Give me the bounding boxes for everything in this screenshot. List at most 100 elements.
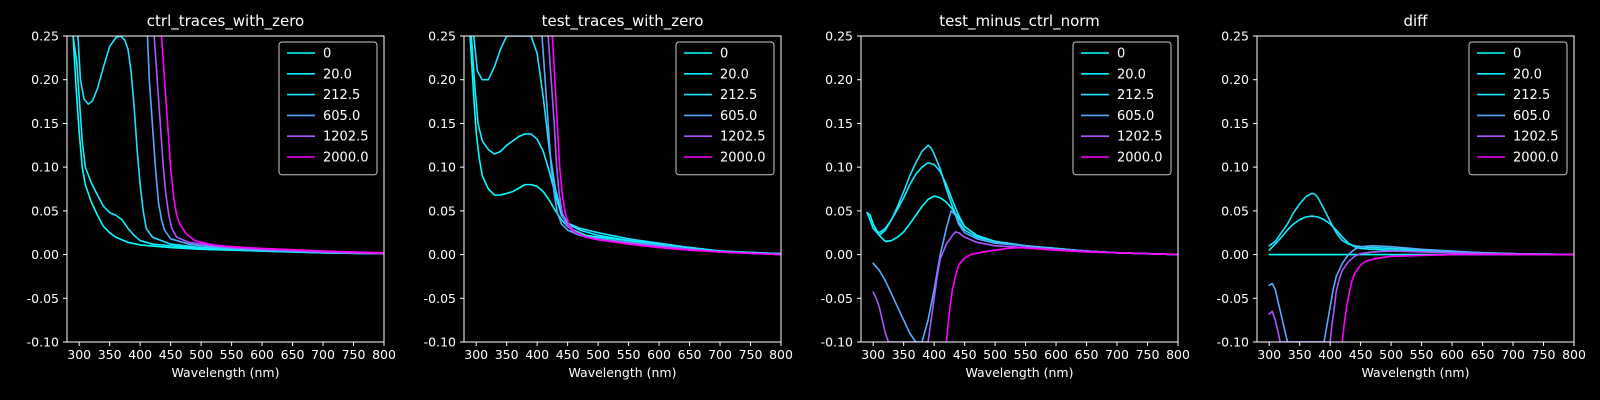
x-tick-label: 300 — [861, 347, 885, 362]
x-tick-label: 500 — [586, 347, 610, 362]
chart-panel-2: test_traces_with_zero 300 350 400 450 500 550 6… — [424, 12, 793, 380]
y-tick-label: 0.05 — [428, 203, 456, 218]
x-tick-label: 600 — [1440, 347, 1464, 362]
x-tick-label: 300 — [67, 347, 91, 362]
x-tick-label: 550 — [617, 347, 641, 362]
axes-frame — [66, 35, 385, 343]
x-tick-label: 350 — [1288, 347, 1312, 362]
legend-label: 20.0 — [1117, 67, 1146, 82]
y-tick-label: -0.10 — [27, 335, 59, 350]
x-tick-label: 700 — [1105, 347, 1129, 362]
y-tick-label: 0.00 — [428, 247, 456, 262]
axes-frame — [1256, 35, 1575, 343]
y-tick-label: 0.10 — [428, 160, 456, 175]
y-tick-label: -0.05 — [27, 291, 59, 306]
y-tick-label: 0.00 — [825, 247, 853, 262]
x-tick-label: 450 — [953, 347, 977, 362]
series-group — [72, 36, 384, 255]
series-line-212.5 — [77, 36, 384, 255]
series-line-20.0 — [470, 36, 781, 255]
legend-box — [278, 41, 378, 176]
chart-panel-3: test_minus_ctrl_norm 300 350 400 450 500 550 60… — [821, 12, 1190, 380]
legend-label: 1202.5 — [1117, 130, 1163, 145]
y-tick-label: 0.05 — [825, 203, 853, 218]
x-tick-label: 550 — [1410, 347, 1434, 362]
x-tick-label: 350 — [495, 347, 519, 362]
legend-label: 1202.5 — [720, 130, 766, 145]
series-line-212.5 — [1268, 192, 1574, 256]
chart-panel-1: ctrl_traces_with_zero 300 350 400 450 500 550 6… — [27, 12, 396, 380]
x-tick-label: 750 — [342, 347, 366, 362]
series-line-20.0 — [72, 36, 384, 255]
chart-title: ctrl_traces_with_zero — [147, 12, 304, 31]
x-tick-label: 650 — [1471, 347, 1495, 362]
legend-label: 0 — [1117, 47, 1125, 62]
chart-title: test_traces_with_zero — [542, 12, 704, 31]
x-tick-label: 600 — [250, 347, 274, 362]
chart-panel-4: diff 300 350 400 450 500 550 600 650 700 750 800 -0.… — [1217, 12, 1586, 380]
y-tick-label: -0.05 — [424, 291, 456, 306]
legend-label: 20.0 — [323, 67, 352, 82]
y-tick-label: 0.00 — [31, 247, 59, 262]
x-tick-label: 650 — [678, 347, 702, 362]
y-tick-label: 0.10 — [825, 160, 853, 175]
legend-label: 2000.0 — [1117, 151, 1163, 166]
y-tick-label: 0.15 — [1221, 116, 1249, 131]
legend-box — [675, 41, 775, 176]
legend-label: 0 — [1513, 47, 1521, 62]
series-group — [469, 36, 781, 256]
legend-label: 212.5 — [1117, 88, 1154, 103]
x-tick-label: 450 — [556, 347, 580, 362]
series-group — [1268, 192, 1574, 342]
legend-label: 20.0 — [720, 67, 749, 82]
x-tick-label: 800 — [1562, 347, 1586, 362]
x-tick-label: 600 — [647, 347, 671, 362]
x-tick-label: 350 — [892, 347, 916, 362]
x-tick-label: 450 — [159, 347, 183, 362]
x-tick-label: 800 — [769, 347, 793, 362]
y-tick-label: -0.10 — [424, 335, 456, 350]
series-line-2000.0 — [1341, 253, 1574, 342]
x-tick-label: 650 — [1075, 347, 1099, 362]
x-axis-label: Wavelength (nm) — [172, 365, 280, 380]
legend-label: 1202.5 — [323, 130, 369, 145]
x-tick-label: 300 — [1257, 347, 1281, 362]
legend-label: 605.0 — [720, 109, 757, 124]
y-tick-label: 0.25 — [31, 29, 59, 44]
legend-label: 2000.0 — [323, 151, 369, 166]
y-tick-label: 0.25 — [1221, 29, 1249, 44]
x-tick-label: 400 — [525, 347, 549, 362]
chart-title: test_minus_ctrl_norm — [939, 12, 1100, 31]
x-axis-label: Wavelength (nm) — [1362, 365, 1470, 380]
y-tick-label: 0.10 — [1221, 160, 1249, 175]
x-tick-label: 750 — [739, 347, 763, 362]
x-tick-label: 300 — [464, 347, 488, 362]
x-axis-label: Wavelength (nm) — [569, 365, 677, 380]
x-tick-label: 800 — [1166, 347, 1190, 362]
y-tick-label: 0.00 — [1221, 247, 1249, 262]
series-line-1202.5 — [1268, 250, 1574, 342]
legend-label: 212.5 — [323, 88, 360, 103]
x-tick-label: 750 — [1532, 347, 1556, 362]
y-tick-label: 0.10 — [31, 160, 59, 175]
y-tick-label: -0.05 — [1217, 291, 1249, 306]
legend: 0 20.0 212.5 605.0 1202.5 2000.0 — [675, 41, 775, 176]
x-tick-label: 550 — [220, 347, 244, 362]
x-tick-label: 700 — [1501, 347, 1525, 362]
x-tick-label: 400 — [128, 347, 152, 362]
y-tick-label: 0.20 — [1221, 72, 1249, 87]
axes-frame — [463, 35, 782, 343]
x-tick-label: 400 — [922, 347, 946, 362]
y-tick-label: 0.15 — [825, 116, 853, 131]
legend-label: 212.5 — [1513, 88, 1550, 103]
y-tick-label: 0.20 — [825, 72, 853, 87]
series-line-605.0 — [1268, 245, 1574, 342]
series-line-2000.0 — [160, 36, 384, 254]
legend-label: 605.0 — [1117, 109, 1154, 124]
legend: 0 20.0 212.5 605.0 1202.5 2000.0 — [1072, 41, 1172, 176]
y-tick-label: 0.25 — [428, 29, 456, 44]
y-tick-label: 0.05 — [31, 203, 59, 218]
series-group — [866, 144, 1178, 342]
x-tick-label: 700 — [708, 347, 732, 362]
y-tick-label: 0.20 — [428, 72, 456, 87]
